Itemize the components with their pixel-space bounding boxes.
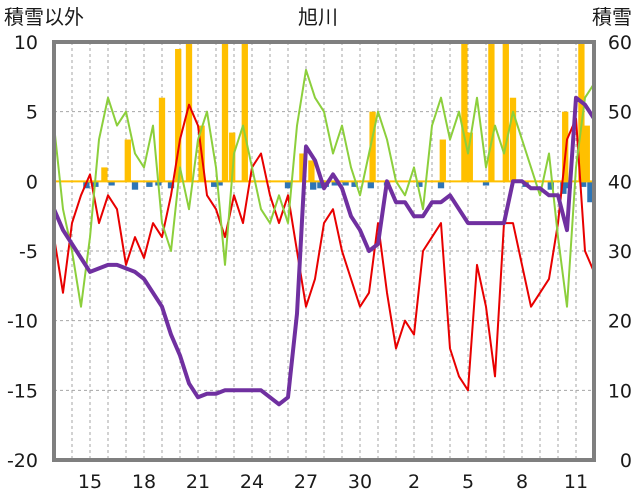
right-tick-label: 0: [620, 450, 632, 472]
snow_depth-line: [52, 95, 596, 407]
x-axis-ticks: 15 18 21 24 27 30 2 5 8 11: [78, 471, 588, 493]
right-tick-label: 40: [608, 171, 632, 193]
precipitation-bar: [284, 181, 292, 189]
right-axis-label: 積雪: [592, 5, 632, 29]
wind-line: [53, 68, 595, 308]
precipitation-bar: [108, 181, 115, 186]
sunshine-bar: [502, 42, 509, 182]
precipitation-bar: [131, 181, 139, 190]
right-tick-label: 30: [608, 241, 632, 263]
precipitation-bar: [560, 181, 567, 194]
sunshine-bar: [308, 160, 315, 182]
precipitation-bar: [211, 181, 218, 187]
sunshine-bar: [158, 97, 166, 182]
x-tick-label: 24: [240, 471, 264, 493]
right-tick-label: 60: [608, 32, 632, 54]
sunshine-bar: [124, 139, 131, 182]
x-tick-label: 11: [564, 471, 588, 493]
left-axis-ticks: 10 5 0 -5 -10 -15 -20: [7, 32, 38, 472]
x-tick-label: 30: [348, 471, 372, 493]
right-tick-label: 10: [608, 380, 632, 402]
sunshine-bar: [241, 42, 248, 182]
precipitation-bar: [437, 181, 445, 189]
precipitation-bar: [146, 181, 153, 187]
left-axis-label: 積雪以外: [4, 5, 84, 29]
left-tick-label: 10: [14, 32, 38, 54]
precipitation-bar: [580, 181, 587, 187]
precipitation-bar: [310, 181, 317, 190]
right-axis-ticks: 60 50 40 30 20 10 0: [608, 32, 632, 472]
precipitation-bar: [367, 181, 374, 189]
left-tick-label: -20: [7, 450, 38, 472]
plot-frame: [52, 40, 596, 462]
left-tick-label: 5: [26, 102, 38, 124]
sunshine-bar: [221, 42, 229, 182]
sunshine-bar: [439, 139, 446, 182]
left-tick-label: 0: [26, 171, 38, 193]
sunshine-bar: [369, 111, 376, 182]
series-layer: [52, 68, 596, 407]
x-tick-label: 5: [462, 471, 474, 493]
precipitation-bar: [317, 181, 324, 189]
x-tick-label: 27: [294, 471, 318, 493]
sunshine-bar: [488, 42, 495, 182]
sunshine-bar: [466, 132, 473, 182]
precipitation-bar: [342, 181, 349, 186]
precipitation-bar: [216, 181, 223, 186]
sunshine-bar: [583, 125, 590, 182]
chart-title: 旭川: [298, 5, 338, 29]
precipitation-bar: [547, 181, 554, 190]
precipitation-bar: [482, 181, 490, 186]
left-tick-label: -10: [7, 311, 38, 333]
x-tick-label: 18: [132, 471, 156, 493]
sunshine-bar: [299, 153, 306, 182]
sunshine-bar: [461, 42, 468, 182]
precipitation-bar: [351, 181, 358, 187]
left-tick-label: -15: [7, 380, 38, 402]
x-tick-label: 8: [516, 471, 528, 493]
sunshine-bar: [175, 48, 182, 182]
sunshine-bar: [509, 97, 517, 182]
precipitation-bar: [331, 181, 338, 186]
right-tick-label: 50: [608, 102, 632, 124]
precipitation-bar: [167, 181, 175, 189]
right-tick-label: 20: [608, 311, 632, 333]
x-tick-label: 15: [78, 471, 102, 493]
precipitation-bar: [416, 181, 423, 187]
x-tick-label: 21: [186, 471, 210, 493]
precipitation-bar: [587, 181, 594, 203]
x-tick-label: 2: [408, 471, 420, 493]
sunshine-bar: [185, 42, 193, 182]
bar-layer: [83, 42, 594, 203]
sunshine-bar: [101, 167, 108, 182]
sunshine-bar: [229, 132, 236, 182]
sunshine-bar: [562, 111, 569, 182]
left-tick-label: -5: [19, 241, 38, 263]
sunshine-bar: [578, 42, 585, 182]
